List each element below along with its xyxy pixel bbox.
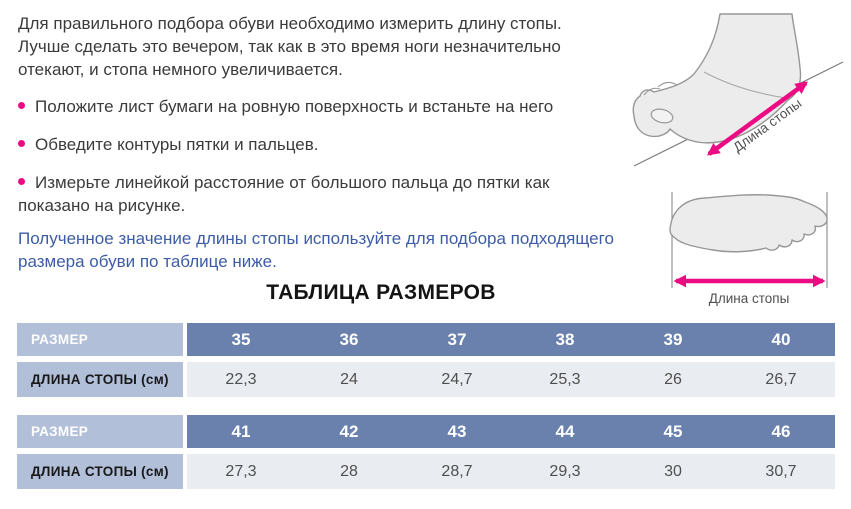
toenail — [650, 108, 674, 124]
length-cell: 26,7 — [727, 362, 835, 397]
length-cell: 30 — [619, 454, 727, 489]
note-line: Полученное значение длины стопы использу… — [18, 229, 614, 248]
bullet-text: Обведите контуры пятки и пальцев. — [35, 135, 319, 154]
bullet-dot-icon — [18, 102, 25, 110]
length-cell: 24 — [295, 362, 403, 397]
intro-line: отекают, и стопа немного увеличивается. — [18, 60, 343, 79]
bullet-text: Положите лист бумаги на ровную поверхнос… — [35, 97, 554, 116]
size-table-title: ТАБЛИЦА РАЗМЕРОВ — [266, 281, 496, 304]
note-line: размера обуви по таблице ниже. — [18, 252, 277, 271]
length-cell: 25,3 — [511, 362, 619, 397]
bullet-dot-icon — [18, 178, 25, 186]
length-cells: 22,3 24 24,7 25,3 26 26,7 — [187, 362, 835, 397]
size-cell: 41 — [187, 415, 295, 448]
foot-sole-shape — [669, 194, 828, 253]
size-row-label: РАЗМЕР — [17, 415, 183, 448]
length-cells: 27,3 28 28,7 29,3 30 30,7 — [187, 454, 835, 489]
length-cell: 24,7 — [403, 362, 511, 397]
size-row-label: РАЗМЕР — [17, 323, 183, 356]
size-cell: 40 — [727, 323, 835, 356]
size-cell: 46 — [727, 415, 835, 448]
length-cell: 28 — [295, 454, 403, 489]
size-cells: 41 42 43 44 45 46 — [187, 415, 835, 448]
toe-creases — [643, 81, 678, 96]
length-row: ДЛИНА СТОПЫ (см) 27,3 28 28,7 29,3 30 30… — [17, 454, 835, 489]
size-cell: 36 — [295, 323, 403, 356]
size-table-35-40: РАЗМЕР 35 36 37 38 39 40 ДЛИНА СТОПЫ (см… — [17, 323, 835, 397]
intro-line: Для правильного подбора обуви необходимо… — [18, 14, 562, 33]
size-table-41-46: РАЗМЕР 41 42 43 44 45 46 ДЛИНА СТОПЫ (см… — [17, 415, 835, 489]
bullet-dot-icon — [18, 140, 25, 148]
length-cell: 26 — [619, 362, 727, 397]
size-row: РАЗМЕР 35 36 37 38 39 40 — [17, 323, 835, 356]
foot-side-illustration: Длина стопы — [632, 13, 844, 167]
size-cell: 44 — [511, 415, 619, 448]
bullet-text: Измерьте линейкой расстояние от большого… — [35, 173, 550, 192]
size-cell: 42 — [295, 415, 403, 448]
bullet-item-1: Положите лист бумаги на ровную поверхнос… — [18, 95, 718, 118]
size-cell: 37 — [403, 323, 511, 356]
size-cell: 35 — [187, 323, 295, 356]
instructions-column: Для правильного подбора обуви необходимо… — [18, 12, 718, 273]
size-cell: 38 — [511, 323, 619, 356]
length-cell: 28,7 — [403, 454, 511, 489]
size-cell: 45 — [619, 415, 727, 448]
length-cell: 29,3 — [511, 454, 619, 489]
intro-line: Лучше сделать это вечером, так как в это… — [18, 37, 561, 56]
length-cell: 22,3 — [187, 362, 295, 397]
bullet-item-3: Измерьте линейкой расстояние от большого… — [18, 171, 718, 217]
size-cell: 43 — [403, 415, 511, 448]
foot-sole-illustration: Длина стопы — [669, 192, 828, 306]
length-row-label: ДЛИНА СТОПЫ (см) — [17, 362, 183, 397]
size-cell: 39 — [619, 323, 727, 356]
bullet-item-2: Обведите контуры пятки и пальцев. — [18, 133, 718, 156]
bullet-text: показано на рисунке. — [18, 196, 186, 215]
length-cell: 27,3 — [187, 454, 295, 489]
length-cell: 30,7 — [727, 454, 835, 489]
foot-sole-length-label: Длина стопы — [709, 291, 790, 306]
intro-paragraph: Для правильного подбора обуви необходимо… — [18, 12, 718, 81]
length-row: ДЛИНА СТОПЫ (см) 22,3 24 24,7 25,3 26 26… — [17, 362, 835, 397]
size-row: РАЗМЕР 41 42 43 44 45 46 — [17, 415, 835, 448]
length-arrow-icon — [706, 81, 809, 156]
length-row-label: ДЛИНА СТОПЫ (см) — [17, 454, 183, 489]
note-paragraph: Полученное значение длины стопы использу… — [18, 227, 718, 273]
size-cells: 35 36 37 38 39 40 — [187, 323, 835, 356]
